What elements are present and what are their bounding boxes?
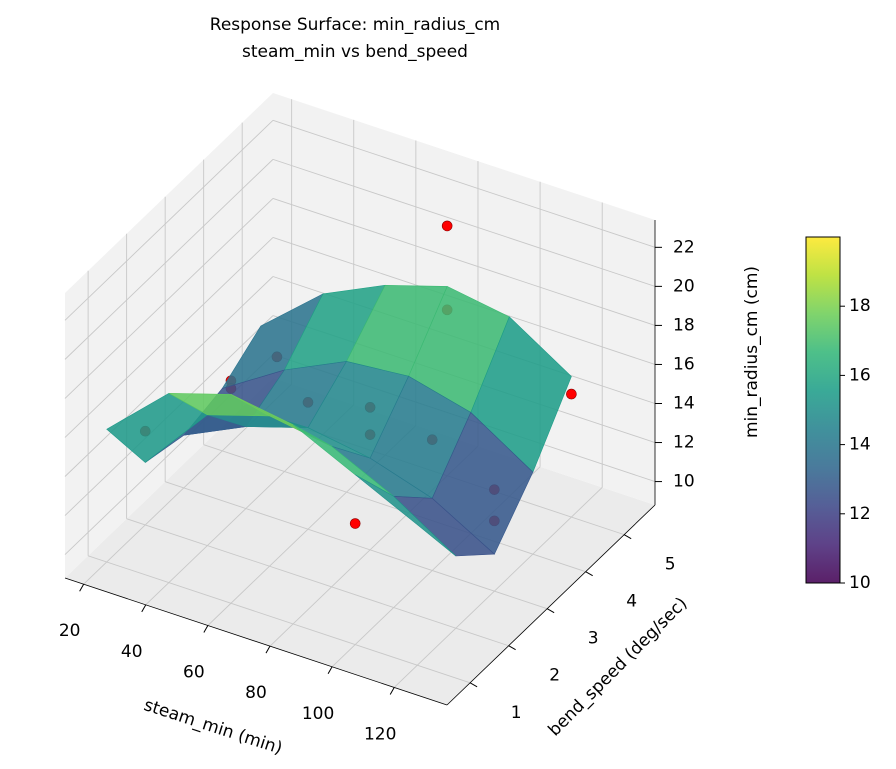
colorbar-tick-label: 14 bbox=[849, 435, 871, 455]
x-axis-label: steam_min (min) bbox=[141, 695, 284, 759]
grid-line bbox=[272, 158, 656, 287]
y-tick bbox=[623, 534, 632, 540]
chart-title: steam_min vs bend_speed bbox=[242, 42, 468, 62]
y-tick-label: 1 bbox=[511, 703, 522, 723]
data-point bbox=[441, 220, 453, 232]
surface-patch bbox=[355, 474, 457, 557]
colorbar bbox=[805, 236, 841, 584]
y-tick-label: 2 bbox=[549, 666, 560, 686]
grid-line bbox=[87, 555, 471, 684]
z-tick-label: 14 bbox=[673, 393, 695, 413]
x-tick-label: 100 bbox=[302, 704, 334, 724]
colorbar-tick-label: 16 bbox=[849, 365, 871, 385]
y-tick-label: 5 bbox=[665, 555, 676, 575]
y-tick bbox=[585, 571, 593, 577]
x-tick-label: 60 bbox=[183, 662, 205, 682]
x-tick-label: 40 bbox=[121, 642, 143, 662]
grid-line bbox=[272, 197, 656, 326]
z-axis-label: min_radius_cm (cm) bbox=[742, 266, 762, 438]
z-tick-label: 18 bbox=[673, 315, 695, 335]
y-tick bbox=[546, 608, 555, 614]
x-tick bbox=[141, 604, 147, 613]
z-tick-label: 16 bbox=[673, 354, 695, 374]
colorbar-tick-label: 18 bbox=[849, 296, 871, 316]
x-tick-label: 20 bbox=[59, 621, 81, 641]
x-tick bbox=[203, 625, 209, 633]
data-point bbox=[349, 518, 361, 529]
colorbar-tick-label: 12 bbox=[849, 504, 871, 524]
x-tick bbox=[389, 687, 395, 695]
grid-line bbox=[64, 120, 274, 321]
z-tick-label: 10 bbox=[673, 472, 695, 492]
grid-line bbox=[393, 487, 603, 688]
y-tick bbox=[508, 645, 516, 651]
x-tick-label: 80 bbox=[245, 683, 267, 703]
axis-line bbox=[64, 577, 448, 706]
grid-line bbox=[64, 159, 274, 360]
y-tick-label: 4 bbox=[626, 592, 637, 612]
x-tick bbox=[327, 666, 333, 675]
y-axis-label: bend_speed (deg/sec) bbox=[545, 594, 692, 741]
x-tick bbox=[79, 583, 85, 592]
axis-line bbox=[446, 504, 656, 706]
y-tick-label: 3 bbox=[588, 629, 599, 649]
pane-left bbox=[65, 93, 273, 578]
grid-line bbox=[64, 198, 274, 399]
z-tick-label: 22 bbox=[673, 237, 695, 257]
grid-line bbox=[64, 276, 274, 477]
z-tick-label: 12 bbox=[673, 433, 695, 453]
x-tick bbox=[265, 645, 271, 654]
chart-title: Response Surface: min_radius_cm bbox=[210, 15, 500, 35]
grid-line bbox=[64, 237, 274, 438]
colorbar-tick-label: 10 bbox=[849, 573, 871, 593]
grid-line bbox=[165, 481, 548, 610]
grid-line bbox=[203, 444, 586, 573]
data-point bbox=[566, 388, 577, 400]
grid-line bbox=[126, 518, 509, 647]
z-tick-label: 20 bbox=[673, 276, 695, 296]
x-tick-label: 120 bbox=[364, 724, 396, 744]
grid-line bbox=[272, 119, 656, 248]
y-tick bbox=[469, 682, 478, 688]
